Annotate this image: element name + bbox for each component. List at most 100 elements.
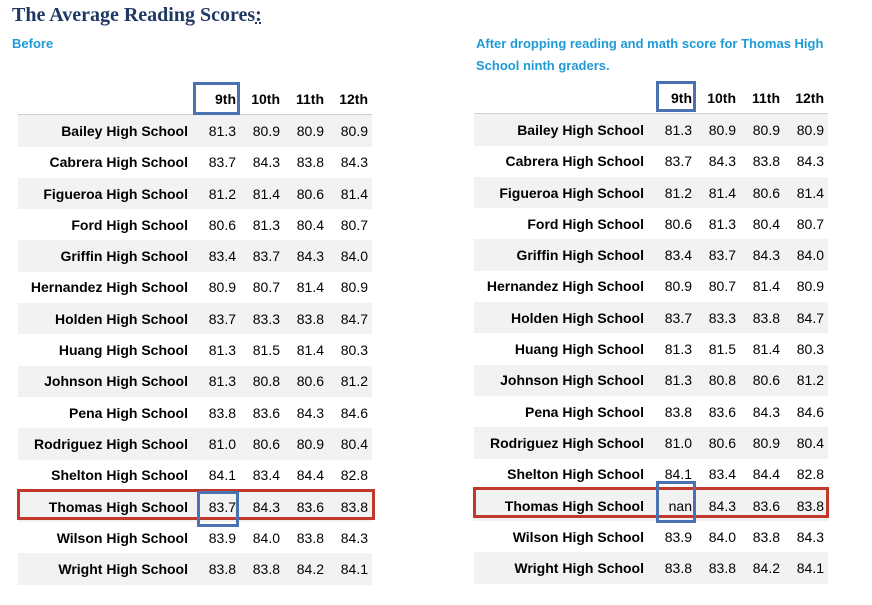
score-cell-10th: 81.5 <box>252 342 280 359</box>
score-cell-9th: 81.3 <box>208 342 236 359</box>
score-cell-11th: 80.9 <box>296 435 324 452</box>
score-cell-12th: 82.8 <box>796 466 824 483</box>
score-cell-9th: 83.7 <box>664 309 692 326</box>
column-header-10th: 10th <box>696 82 740 115</box>
score-cell-12th: 80.9 <box>796 121 824 138</box>
school-name: Griffin High School <box>516 247 644 264</box>
school-name: Holden High School <box>511 309 644 326</box>
school-name: Shelton High School <box>507 466 644 483</box>
before-scores-table: 9th 10th 11th 12th Bailey High School 81.… <box>18 83 372 585</box>
table-header-row: 9th 10th 11th 12th <box>474 82 828 115</box>
after-scores-table: 9th 10th 11th 12th Bailey High School 81.… <box>474 82 828 584</box>
score-cell-12th: 80.9 <box>796 278 824 295</box>
score-cell-9th: 81.3 <box>208 373 236 390</box>
school-name: Holden High School <box>55 310 188 327</box>
score-cell-11th: 84.3 <box>296 248 324 265</box>
table-row: Ford High School 80.6 81.3 80.4 80.7 <box>474 208 828 239</box>
school-name: Huang High School <box>514 341 644 358</box>
score-cell-12th: 84.7 <box>340 310 368 327</box>
school-name: Pena High School <box>524 403 644 420</box>
score-cell-9th: 83.7 <box>208 498 236 515</box>
score-cell-10th: 84.3 <box>252 498 280 515</box>
after-thomas-row-highlight <box>473 487 829 518</box>
school-name: Hernandez High School <box>486 278 644 295</box>
score-cell-11th: 81.4 <box>296 279 324 296</box>
table-row: Hernandez High School 80.9 80.7 81.4 80.9 <box>474 271 828 302</box>
score-cell-11th: 83.8 <box>296 154 324 171</box>
score-cell-11th: 84.2 <box>752 560 780 577</box>
before-thomas-9th-highlight <box>197 491 239 527</box>
table-row: Ford High School 80.6 81.3 80.4 80.7 <box>18 209 372 240</box>
table-row: Wilson High School 83.9 84.0 83.8 84.3 <box>18 522 372 553</box>
before-9th-header-highlight <box>193 82 240 115</box>
score-cell-11th: 84.3 <box>752 247 780 264</box>
score-cell-12th: 84.6 <box>340 404 368 421</box>
score-cell-11th: 84.2 <box>296 561 324 578</box>
score-cell-9th: 83.9 <box>208 529 236 546</box>
score-cell-10th: 81.5 <box>708 341 736 358</box>
score-cell-11th: 80.6 <box>752 184 780 201</box>
score-cell-12th: 84.0 <box>340 248 368 265</box>
score-cell-12th: 84.3 <box>340 529 368 546</box>
score-cell-10th: 83.6 <box>252 404 280 421</box>
score-cell-12th: 81.2 <box>340 373 368 390</box>
column-header-12th: 12th <box>328 83 372 116</box>
score-cell-9th: 83.8 <box>664 560 692 577</box>
score-cell-11th: 83.8 <box>296 310 324 327</box>
school-name: Hernandez High School <box>30 279 188 296</box>
before-caption: Before <box>12 36 54 51</box>
score-cell-10th: 84.3 <box>708 497 736 514</box>
score-cell-9th: 81.3 <box>664 121 692 138</box>
score-cell-9th: 83.4 <box>664 247 692 264</box>
table-row: Figueroa High School 81.2 81.4 80.6 81.4 <box>18 177 372 210</box>
school-name: Johnson High School <box>44 373 188 390</box>
score-cell-12th: 81.4 <box>796 184 824 201</box>
score-cell-11th: 80.6 <box>752 372 780 389</box>
score-cell-10th: 80.8 <box>252 373 280 390</box>
after-9th-header-highlight <box>656 81 696 112</box>
score-cell-11th: 81.4 <box>752 341 780 358</box>
table-row: Wright High School 83.8 83.8 84.2 84.1 <box>18 553 372 585</box>
score-cell-9th: 81.2 <box>208 185 236 202</box>
score-cell-12th: 80.4 <box>796 434 824 451</box>
school-name: Shelton High School <box>51 467 188 484</box>
score-cell-11th: 81.4 <box>752 278 780 295</box>
score-cell-12th: 84.1 <box>340 561 368 578</box>
score-cell-11th: 80.9 <box>296 122 324 139</box>
score-cell-10th: 84.0 <box>708 528 736 545</box>
school-name: Thomas High School <box>504 497 644 514</box>
table-row: Holden High School 83.7 83.3 83.8 84.7 <box>18 303 372 335</box>
score-cell-11th: 83.8 <box>752 528 780 545</box>
score-cell-9th: 80.6 <box>208 216 236 233</box>
table-row: Johnson High School 81.3 80.8 80.6 81.2 <box>474 364 828 396</box>
school-name: Wright High School <box>514 560 644 577</box>
score-cell-12th: 84.6 <box>796 403 824 420</box>
after-thomas-9th-highlight <box>656 481 696 523</box>
table-row: Bailey High School 81.3 80.9 80.9 80.9 <box>18 114 372 147</box>
column-header-9th: 9th <box>196 83 240 116</box>
score-cell-12th: 84.3 <box>796 153 824 170</box>
score-cell-9th: nan <box>668 497 692 514</box>
score-cell-9th: 81.3 <box>208 122 236 139</box>
score-cell-10th: 81.4 <box>252 185 280 202</box>
score-cell-12th: 80.7 <box>340 216 368 233</box>
score-cell-10th: 83.7 <box>252 248 280 265</box>
score-cell-9th: 84.1 <box>664 466 692 483</box>
score-cell-11th: 84.3 <box>752 403 780 420</box>
score-cell-11th: 84.3 <box>296 404 324 421</box>
score-cell-10th: 80.7 <box>708 278 736 295</box>
school-name: Bailey High School <box>517 121 644 138</box>
table-row: Shelton High School 84.1 83.4 84.4 82.8 <box>474 459 828 490</box>
score-cell-10th: 83.8 <box>252 561 280 578</box>
school-name: Thomas High School <box>48 498 188 515</box>
score-cell-12th: 82.8 <box>340 467 368 484</box>
score-cell-9th: 84.1 <box>208 467 236 484</box>
table-row: Griffin High School 83.4 83.7 84.3 84.0 <box>474 239 828 271</box>
score-cell-12th: 80.4 <box>340 435 368 452</box>
score-cell-12th: 83.8 <box>796 497 824 514</box>
school-name: Griffin High School <box>60 248 188 265</box>
score-cell-10th: 83.7 <box>708 247 736 264</box>
score-cell-9th: 81.3 <box>664 341 692 358</box>
score-cell-11th: 80.6 <box>296 373 324 390</box>
score-cell-11th: 81.4 <box>296 342 324 359</box>
